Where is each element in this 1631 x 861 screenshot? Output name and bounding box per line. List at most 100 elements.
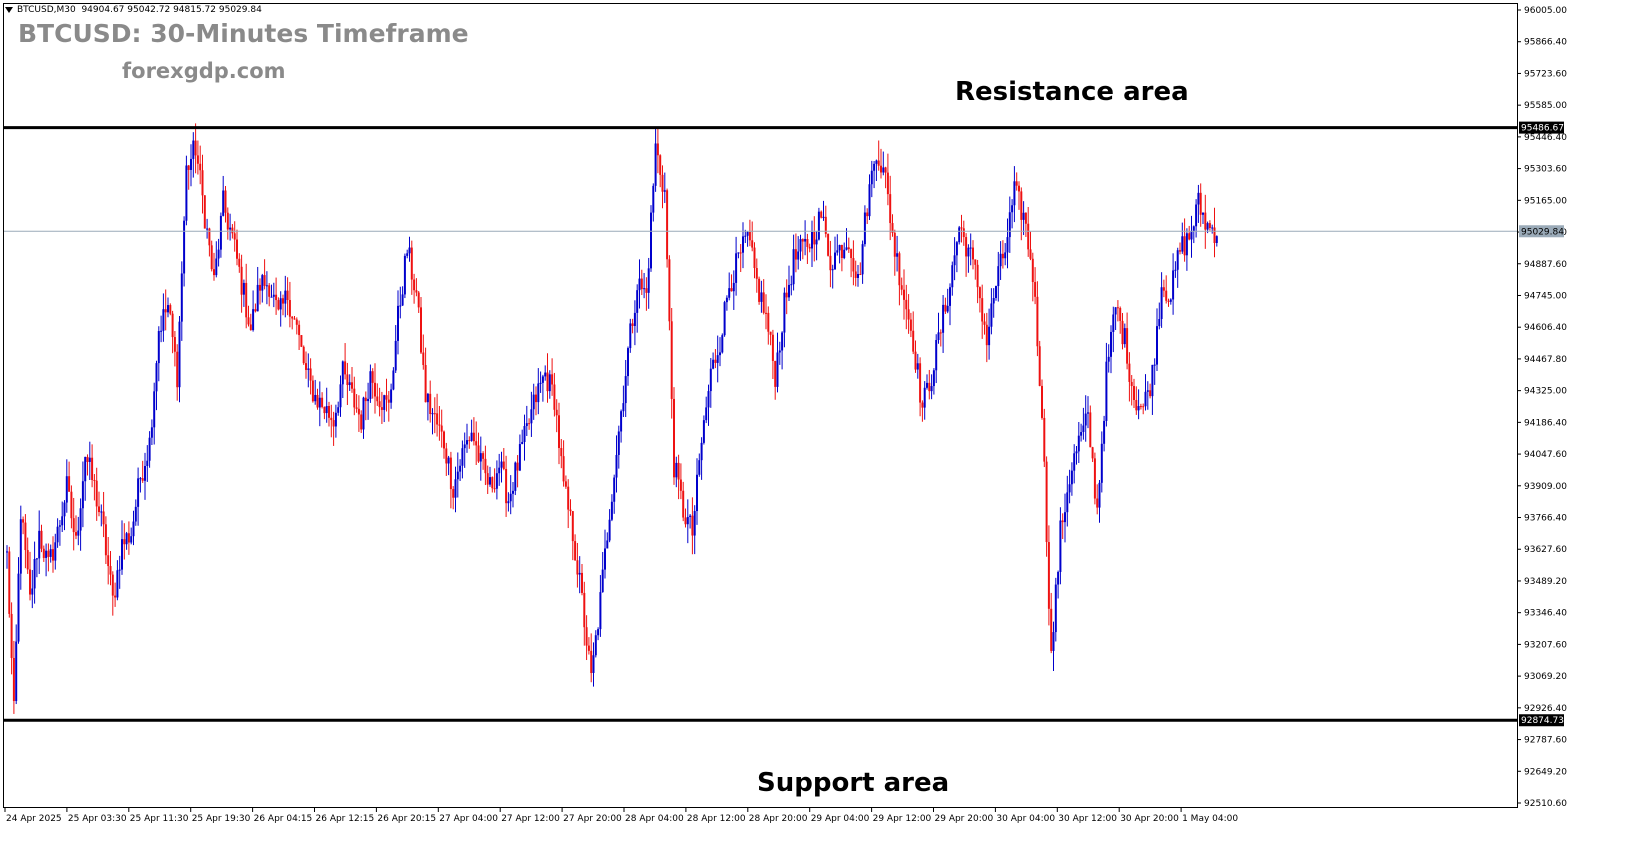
candle-body xyxy=(700,442,703,461)
candle-body xyxy=(65,476,68,503)
candle-body xyxy=(268,285,271,297)
candle-body xyxy=(613,477,616,502)
candle-body xyxy=(967,247,970,257)
candle-body xyxy=(859,274,862,276)
price-axis: 96005.00 95866.40 95723.60 95585.00 95446.40… xyxy=(1517,6,1567,809)
candle-body xyxy=(10,613,13,658)
candle-body xyxy=(679,479,682,491)
candle-body xyxy=(295,319,298,325)
candle-body xyxy=(86,456,89,462)
candle-body xyxy=(564,481,567,487)
candle-body xyxy=(806,239,809,247)
candle-body xyxy=(985,324,988,346)
x-tick-label: 29 Apr 20:00 xyxy=(935,814,994,824)
candle-body xyxy=(1038,346,1041,386)
candle-body xyxy=(1197,192,1200,205)
candle-body xyxy=(528,423,531,425)
candle-body xyxy=(939,332,942,334)
candle-body xyxy=(974,259,977,265)
candle-body xyxy=(981,298,984,322)
time-axis: 24 Apr 2025 25 Apr 03:30 25 Apr 11:30 25 Ap… xyxy=(4,807,1238,824)
candle-body xyxy=(1179,250,1181,252)
candle-body xyxy=(146,460,149,467)
candle-body xyxy=(406,253,409,256)
candle-body xyxy=(827,233,830,256)
candle-body xyxy=(282,298,284,304)
current-price-tag-label: 95029.84 xyxy=(1521,227,1564,237)
candle-body xyxy=(369,371,372,399)
candle-body xyxy=(507,501,510,504)
candle-body xyxy=(516,462,519,471)
candles-group xyxy=(6,123,1218,714)
candle-body xyxy=(1123,328,1126,345)
candle-body xyxy=(969,247,972,249)
candle-body xyxy=(180,273,183,322)
y-tick-label: 95303.60 xyxy=(1524,165,1567,175)
candle-body xyxy=(610,501,613,520)
candle-body xyxy=(684,517,687,525)
candle-body xyxy=(592,655,595,673)
candle-body xyxy=(61,516,64,526)
candle-body xyxy=(88,457,91,462)
candle-body xyxy=(40,530,43,549)
x-tick-label: 1 May 04:00 xyxy=(1182,814,1238,824)
candle-body xyxy=(645,288,648,293)
candle-body xyxy=(357,408,360,415)
candle-body xyxy=(537,383,540,403)
candle-body xyxy=(640,278,643,290)
candle-body xyxy=(843,249,846,258)
candle-body xyxy=(1211,227,1214,229)
x-tick-label: 26 Apr 20:15 xyxy=(377,814,436,824)
candle-body xyxy=(54,542,57,561)
candle-body xyxy=(790,284,793,286)
candle-body xyxy=(104,524,107,556)
candle-body xyxy=(748,232,751,241)
candle-body xyxy=(944,304,947,312)
candle-body xyxy=(1057,571,1060,585)
candle-body xyxy=(1213,227,1216,243)
candle-body xyxy=(109,566,112,575)
candle-body xyxy=(1036,296,1039,347)
symbol-dropdown-icon[interactable] xyxy=(5,7,13,13)
candle-body xyxy=(1077,435,1080,452)
candle-body xyxy=(1156,326,1158,365)
candle-body xyxy=(880,165,882,173)
candle-body xyxy=(771,334,774,361)
candle-body xyxy=(594,635,597,656)
candle-body xyxy=(348,382,351,386)
candle-body xyxy=(498,467,501,474)
candle-body xyxy=(1006,237,1009,253)
candle-body xyxy=(307,368,310,370)
candle-body xyxy=(12,657,15,702)
candle-body xyxy=(305,363,307,370)
candle-body xyxy=(907,309,910,320)
candle-body xyxy=(22,519,25,523)
candle-body xyxy=(636,290,639,313)
candle-body xyxy=(284,290,287,304)
candle-body xyxy=(328,405,330,418)
candle-body xyxy=(201,170,204,196)
candle-body xyxy=(709,368,712,392)
candle-body xyxy=(484,458,487,474)
chart-title: BTCUSD: 30-Minutes Timeframe xyxy=(18,19,469,48)
candle-body xyxy=(29,569,31,595)
candle-body xyxy=(153,391,156,428)
candle-body xyxy=(946,305,949,312)
candle-body xyxy=(277,300,280,310)
candle-body xyxy=(127,533,130,543)
candle-body xyxy=(857,274,859,278)
candle-body xyxy=(811,231,813,249)
candle-body xyxy=(164,309,167,313)
candle-body xyxy=(753,247,756,269)
candle-body xyxy=(891,223,894,233)
candle-body xyxy=(702,420,705,443)
candle-body xyxy=(378,401,381,408)
candle-body xyxy=(325,405,328,414)
candle-body xyxy=(33,559,36,589)
candle-body xyxy=(1202,212,1204,215)
x-tick-label: 25 Apr 19:30 xyxy=(192,814,251,824)
candle-body xyxy=(422,352,425,366)
x-tick-label: 29 Apr 04:00 xyxy=(811,814,870,824)
candle-body xyxy=(512,490,514,494)
candle-body xyxy=(217,249,220,259)
